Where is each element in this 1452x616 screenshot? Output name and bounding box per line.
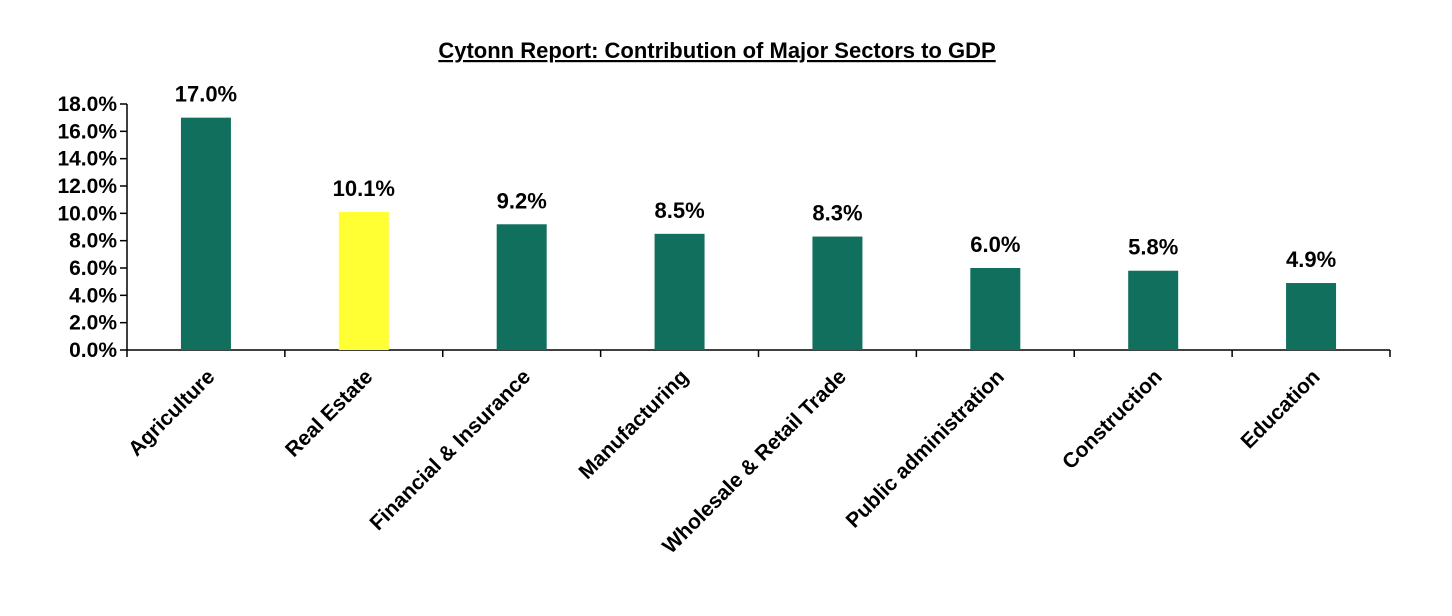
bar xyxy=(970,268,1021,350)
y-tick-label: 10.0% xyxy=(57,202,117,225)
y-tick-label: 12.0% xyxy=(57,175,117,198)
x-axis xyxy=(126,349,1391,357)
y-tick-label: 4.0% xyxy=(69,284,117,307)
y-tick-label: 2.0% xyxy=(69,312,117,335)
data-label: 8.3% xyxy=(812,201,862,226)
data-labels: 17.0% 10.1% 9.2% 8.5% 8.3% 6.0% 5.8% 4.9% xyxy=(175,82,1336,272)
y-tick-label: 8.0% xyxy=(69,230,117,253)
data-label: 4.9% xyxy=(1286,247,1336,272)
bar xyxy=(496,224,547,350)
x-tick-label: Wholesale & Retail Trade xyxy=(658,365,851,558)
bar xyxy=(812,236,863,350)
y-tick-label: 16.0% xyxy=(57,120,117,143)
y-axis: 0.0% 2.0% 4.0% 6.0% 8.0% 10.0% 12.0% 14.0% 16.0%… xyxy=(57,93,128,362)
bars xyxy=(180,117,1337,351)
x-tick-label: Agriculture xyxy=(124,365,219,460)
y-tick-label: 0.0% xyxy=(69,339,117,362)
data-label: 8.5% xyxy=(654,198,704,223)
data-label: 5.8% xyxy=(1128,235,1178,260)
bar xyxy=(1128,270,1179,350)
data-label: 17.0% xyxy=(175,82,237,107)
x-tick-label: Real Estate xyxy=(281,365,377,461)
y-tick-label: 6.0% xyxy=(69,257,117,280)
data-label: 10.1% xyxy=(333,176,395,201)
y-tick-label: 14.0% xyxy=(57,148,117,171)
x-tick-label: Education xyxy=(1237,365,1325,453)
bar xyxy=(338,211,389,350)
x-tick-label: Manufacturing xyxy=(575,365,694,484)
bar xyxy=(654,233,705,350)
data-label: 9.2% xyxy=(497,188,547,213)
y-tick-label: 18.0% xyxy=(57,93,117,116)
x-tick-label: Public administration xyxy=(842,365,1009,532)
data-label: 6.0% xyxy=(970,232,1020,257)
x-tick-label: Financial & Insurance xyxy=(365,365,535,535)
bar xyxy=(1286,283,1337,350)
chart-title: Cytonn Report: Contribution of Major Sec… xyxy=(438,38,995,63)
x-tick-label: Construction xyxy=(1058,365,1167,474)
bar xyxy=(180,117,231,351)
